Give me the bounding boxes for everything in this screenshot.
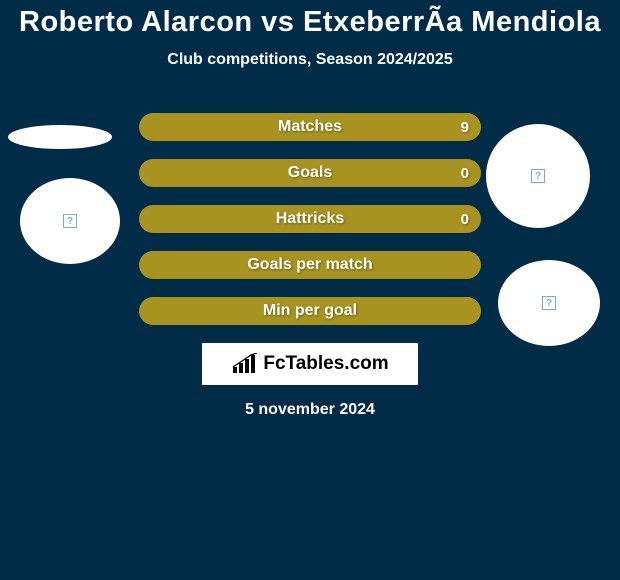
date-label: 5 november 2024 [0,401,620,419]
image-placeholder-icon: ? [531,169,545,183]
stat-bar-min-per-goal: Min per goal [139,297,481,325]
stat-label: Matches [278,118,342,136]
stat-label: Hattricks [276,210,344,228]
player-circle-right-top: ? [486,124,590,228]
stat-bar-goals-per-match: Goals per match [139,251,481,279]
brand-badge: FcTables.com [202,343,418,385]
stat-value: 0 [461,165,469,182]
player-circle-left: ? [20,178,120,264]
bar-chart-icon [231,353,259,375]
page-title: Roberto Alarcon vs EtxeberrÃ­a Mendiola [0,6,620,39]
stat-bar-goals: Goals 0 [139,159,481,187]
stat-value: 9 [461,119,469,136]
image-placeholder-icon: ? [542,296,556,310]
image-placeholder-icon: ? [63,214,77,228]
stat-value: 0 [461,211,469,228]
brand-inner: FcTables.com [231,353,388,375]
stat-label: Goals [288,164,332,182]
stat-label: Goals per match [247,256,372,274]
stat-bar-hattricks: Hattricks 0 [139,205,481,233]
decorative-ellipse [8,125,112,149]
brand-text: FcTables.com [263,353,388,375]
subtitle: Club competitions, Season 2024/2025 [0,51,620,69]
stats-list: Matches 9 Goals 0 Hattricks 0 Goals per … [139,113,481,325]
stat-bar-matches: Matches 9 [139,113,481,141]
stat-label: Min per goal [263,302,357,320]
player-circle-right-bottom: ? [498,260,600,346]
